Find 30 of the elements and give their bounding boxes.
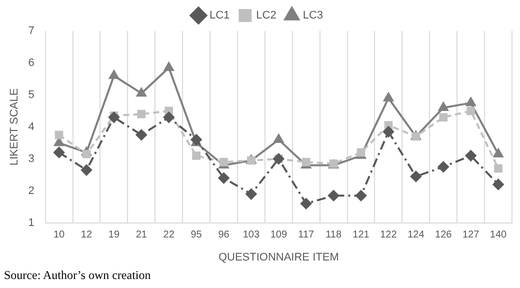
y-tick-label: 5	[28, 88, 34, 101]
x-tick-label: 118	[326, 230, 342, 241]
y-tick-label: 1	[28, 216, 34, 229]
x-tick-label: 140	[490, 230, 508, 241]
x-tick-label: 103	[242, 230, 260, 241]
y-tick-label: 4	[28, 120, 34, 133]
x-tick-label: 109	[270, 230, 288, 241]
x-tick-label: 124	[408, 230, 425, 241]
x-tick-label: 127	[462, 230, 480, 241]
y-tick-label: 2	[28, 184, 34, 197]
legend-label: LC3	[302, 10, 324, 22]
x-tick-label: 19	[108, 230, 120, 241]
x-tick-label: 95	[190, 230, 202, 241]
x-tick-label: 22	[163, 230, 175, 241]
y-tick-label: 6	[28, 57, 34, 69]
y-tick-label: 7	[28, 25, 34, 38]
source-note: Source: Author’s own creation	[4, 268, 151, 283]
x-tick-label: 122	[380, 230, 398, 241]
y-tick-label: 3	[28, 152, 34, 165]
legend-label: LC2	[256, 10, 276, 22]
x-tick-label: 10	[53, 230, 66, 241]
x-axis-title: QUESTIONNAIRE ITEM	[218, 251, 339, 264]
x-tick-label: 12	[80, 230, 92, 241]
legend-label: LC1	[209, 10, 230, 22]
x-tick-label: 121	[352, 230, 370, 241]
x-tick-label: 126	[435, 230, 452, 241]
y-axis-title: LIKERT SCALE	[8, 88, 21, 166]
x-tick-label: 117	[298, 230, 315, 241]
x-tick-label: 96	[218, 230, 230, 241]
x-tick-label: 21	[136, 230, 148, 241]
